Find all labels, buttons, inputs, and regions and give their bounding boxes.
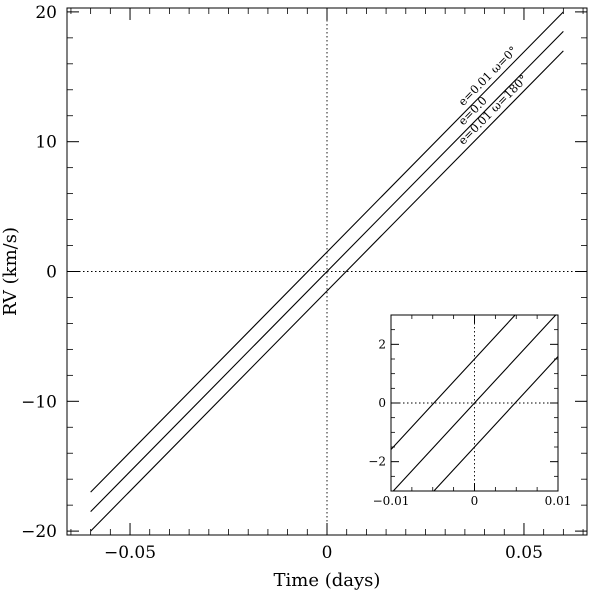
x-tick-label: −0.05 <box>104 543 156 563</box>
series-line-3 <box>90 50 564 532</box>
series-line-2 <box>90 30 564 513</box>
inset-y-tick-label: 0 <box>378 396 386 410</box>
inset-x-tick-label: −0.01 <box>373 494 410 508</box>
y-axis-title: RV (km/s) <box>0 227 21 316</box>
inset-y-tick-label: 2 <box>378 337 386 351</box>
inset-series-line-2 <box>392 314 557 492</box>
inset-x-tick-label: 0.01 <box>545 494 572 508</box>
x-axis-title: Time (days) <box>274 570 381 591</box>
x-tick-label: 0 <box>322 543 333 563</box>
y-tick-label: 20 <box>35 3 57 23</box>
x-tick-label: 0.05 <box>505 543 543 563</box>
y-tick-label: 10 <box>35 133 57 153</box>
inset-x-tick-label: 0 <box>471 494 479 508</box>
y-tick-label: −20 <box>21 522 57 542</box>
series-line-1 <box>90 11 564 493</box>
inset-y-tick-label: −2 <box>368 455 386 469</box>
inset-series-line-1 <box>390 314 516 450</box>
y-tick-label: 0 <box>46 263 57 283</box>
y-tick-label: −10 <box>21 392 57 412</box>
inset-series-line-3 <box>433 356 559 492</box>
inset-plot: −0.01 0 0.01 −2 0 2 <box>368 314 572 508</box>
